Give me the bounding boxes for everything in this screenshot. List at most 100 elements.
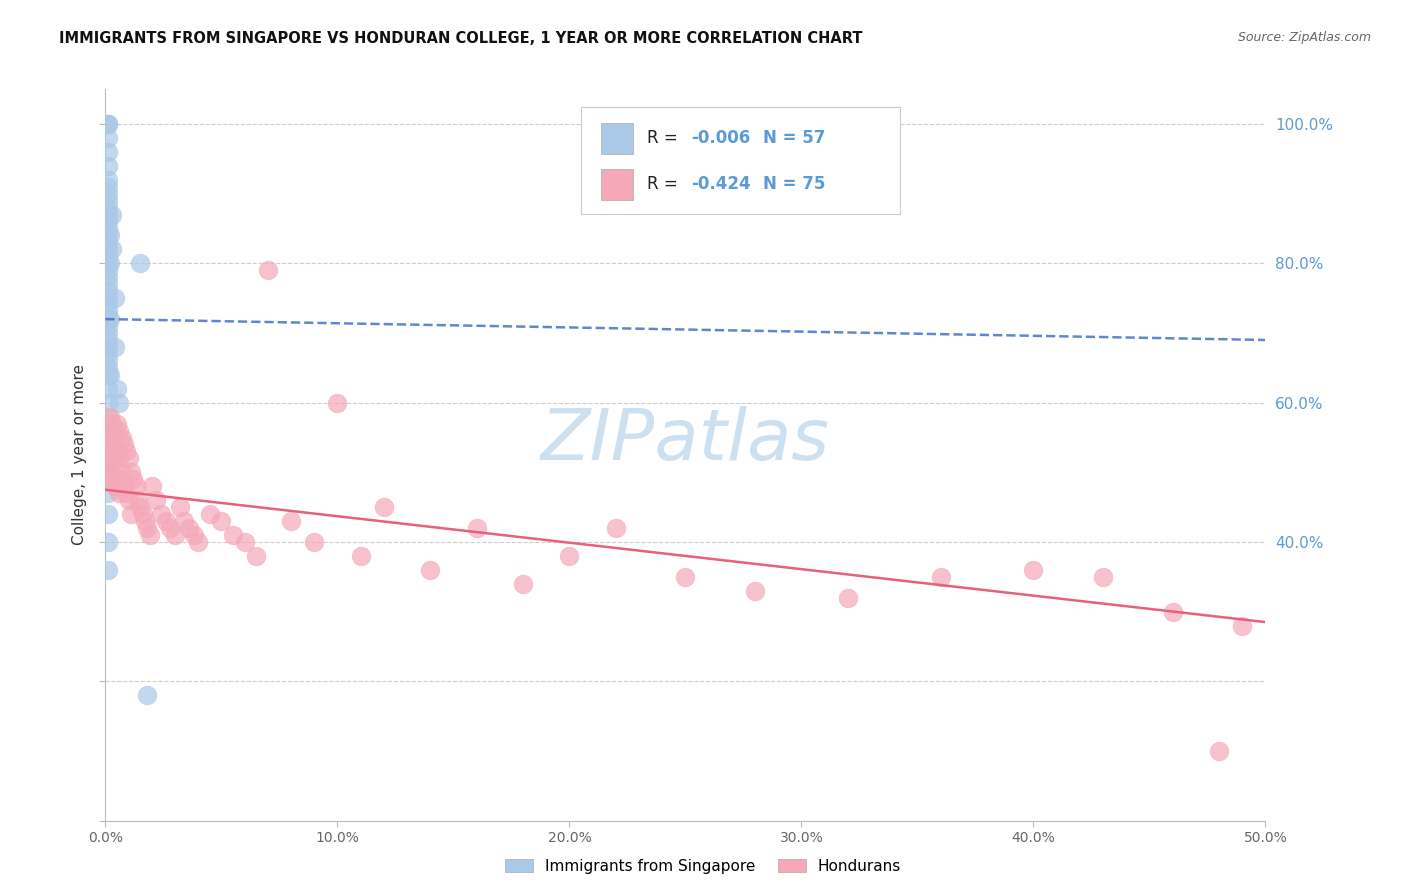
Text: R =: R = [647,175,683,194]
Point [111,466,134,480]
Point [98,312,121,326]
Text: IMMIGRANTS FROM SINGAPORE VS HONDURAN COLLEGE, 1 YEAR OR MORE CORRELATION CHART: IMMIGRANTS FROM SINGAPORE VS HONDURAN CO… [59,31,862,46]
Point [1022,563,1045,577]
Point [105,444,128,458]
Point [105,472,128,486]
Point [97,159,120,173]
Point [97,354,120,368]
Point [98,430,121,444]
Text: Source: ZipAtlas.com: Source: ZipAtlas.com [1237,31,1371,45]
Point [198,507,221,521]
Point [112,479,135,493]
Point [98,256,121,270]
Point [97,263,120,277]
Point [136,688,159,702]
Point [97,201,120,215]
Point [257,263,280,277]
Point [97,451,120,466]
Point [419,563,441,577]
Point [173,514,195,528]
Point [97,486,120,500]
Point [97,221,120,235]
Point [304,535,326,549]
Text: -0.006: -0.006 [692,128,751,147]
Point [177,521,200,535]
Point [222,528,245,542]
Point [136,521,159,535]
Point [97,417,120,431]
Point [104,424,127,438]
Point [97,340,120,354]
Point [129,500,152,515]
Point [97,360,120,375]
Point [97,194,120,208]
Point [134,514,156,528]
Point [558,549,581,563]
Point [118,451,141,466]
Point [101,243,124,257]
Point [97,145,120,159]
Point [111,430,134,444]
Point [97,326,120,340]
Legend: Immigrants from Singapore, Hondurans: Immigrants from Singapore, Hondurans [499,853,907,880]
Point [105,417,128,431]
Point [183,528,205,542]
Point [115,486,138,500]
Point [118,493,141,508]
Text: -0.424: -0.424 [692,175,751,194]
Point [512,576,534,591]
Point [98,409,121,424]
Point [97,284,120,298]
Point [211,514,233,528]
Point [124,479,146,493]
Point [187,535,209,549]
Point [105,382,128,396]
Point [108,395,131,409]
Point [97,117,120,131]
Point [98,368,121,382]
Point [97,466,120,480]
Point [112,437,135,451]
Point [131,507,153,521]
Point [97,256,120,270]
Point [104,340,127,354]
Point [929,570,952,584]
Text: ZIPatlas: ZIPatlas [541,406,830,475]
Point [97,186,120,201]
Point [675,570,697,584]
Y-axis label: College, 1 year or more: College, 1 year or more [72,365,87,545]
Point [97,117,120,131]
Bar [600,123,633,153]
Point [97,430,120,444]
Point [280,514,302,528]
Point [97,382,120,396]
Point [150,507,173,521]
Point [233,535,256,549]
Point [97,535,120,549]
Point [97,507,120,521]
Point [97,368,120,382]
Point [138,528,160,542]
Point [145,493,167,508]
Point [97,117,120,131]
Point [141,479,163,493]
Point [97,466,120,480]
Point [97,228,120,243]
Point [97,179,120,194]
Point [349,549,371,563]
Point [1208,744,1230,758]
Point [97,430,120,444]
Point [101,437,124,451]
Point [97,444,120,458]
Point [97,319,120,334]
Point [129,256,152,270]
Point [97,291,120,305]
Point [122,472,145,486]
Point [108,424,131,438]
Point [605,521,627,535]
Point [1232,618,1254,632]
Point [98,472,121,486]
Point [97,305,120,319]
Point [98,451,121,466]
Text: N = 75: N = 75 [763,175,825,194]
